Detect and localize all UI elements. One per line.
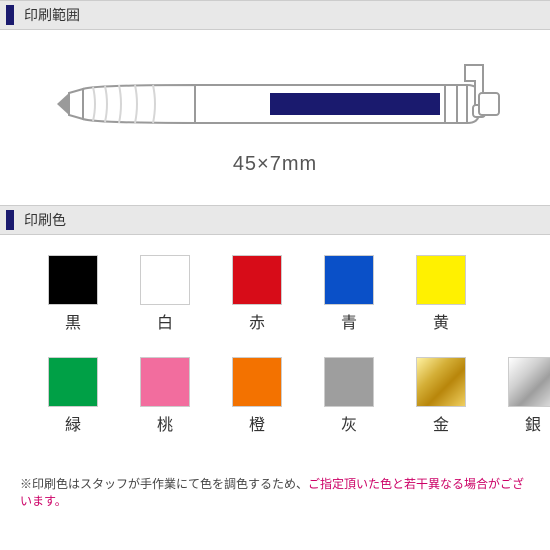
swatch-item: 桃: [140, 357, 190, 435]
swatch-item: 緑: [48, 357, 98, 435]
swatches-area: 黒 白 赤 青 黄 緑 桃 橙 灰 金 銀: [0, 235, 550, 469]
swatch-item: 青: [324, 255, 374, 333]
header-marker-icon: [6, 5, 14, 25]
color-swatch: [324, 255, 374, 305]
section-title: 印刷色: [24, 210, 66, 230]
swatch-label: 赤: [249, 309, 265, 333]
swatch-row-2: 緑桃橙灰金銀: [40, 357, 510, 435]
swatch-item: 黒: [48, 255, 98, 333]
swatch-item: 銀: [508, 357, 550, 435]
swatch-item: 金: [416, 357, 466, 435]
swatch-item: 黄: [416, 255, 466, 333]
section-header-print-range: 印刷範囲: [0, 0, 550, 30]
swatch-label: 青: [341, 309, 357, 333]
section-header-print-color: 印刷色: [0, 205, 550, 235]
swatch-label: 緑: [65, 411, 81, 435]
note-prefix: ※印刷色はスタッフが手作業にて色を調色するため、: [20, 477, 308, 491]
color-swatch: [508, 357, 550, 407]
swatch-item: 白: [140, 255, 190, 333]
color-swatch: [140, 357, 190, 407]
color-swatch: [140, 255, 190, 305]
swatch-label: 灰: [341, 411, 357, 435]
disclaimer-note: ※印刷色はスタッフが手作業にて色を調色するため、ご指定頂いた色と若干異なる場合が…: [0, 475, 550, 509]
swatch-label: 橙: [249, 411, 265, 435]
swatch-item: 灰: [324, 357, 374, 435]
color-swatch: [416, 357, 466, 407]
color-swatch: [232, 255, 282, 305]
swatch-label: 黒: [65, 309, 81, 333]
section-title: 印刷範囲: [24, 5, 80, 25]
swatch-label: 黄: [433, 309, 449, 333]
swatch-label: 銀: [525, 411, 541, 435]
color-swatch: [416, 255, 466, 305]
swatch-item: 橙: [232, 357, 282, 435]
pen-diagram-icon: [35, 59, 515, 149]
swatch-label: 白: [157, 309, 173, 333]
color-swatch: [48, 357, 98, 407]
color-swatch: [232, 357, 282, 407]
swatch-label: 桃: [157, 411, 173, 435]
print-dimension: 45×7mm: [233, 153, 317, 176]
color-swatch: [324, 357, 374, 407]
color-swatch: [48, 255, 98, 305]
header-marker-icon: [6, 210, 14, 230]
swatch-label: 金: [433, 411, 449, 435]
pen-illustration-area: 45×7mm: [0, 30, 550, 205]
swatch-row-1: 黒白赤青黄: [40, 255, 510, 333]
swatch-item: 赤: [232, 255, 282, 333]
